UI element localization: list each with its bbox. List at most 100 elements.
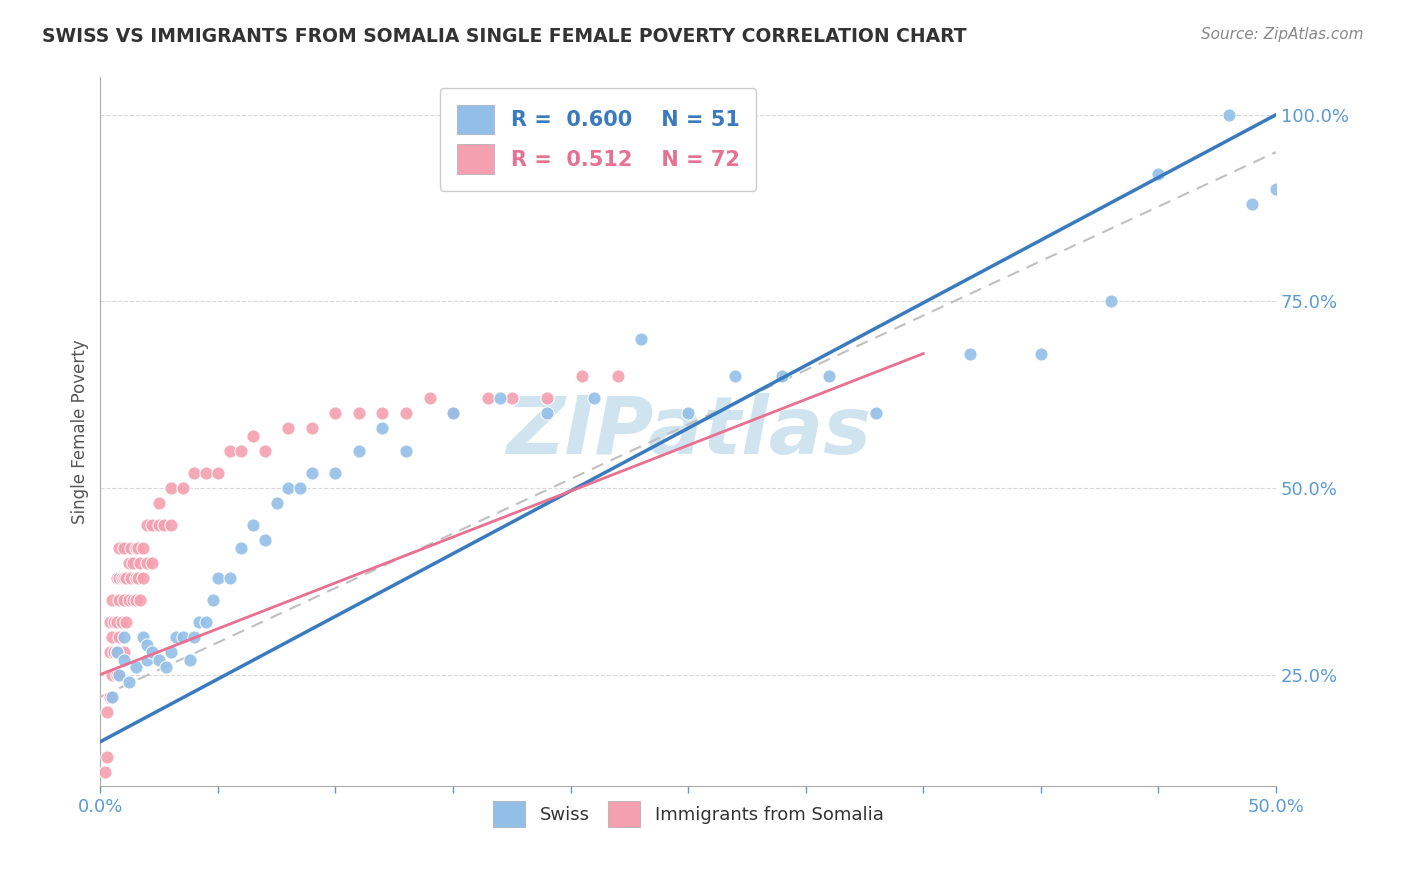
Point bbox=[1265, 182, 1288, 196]
Point bbox=[165, 630, 187, 644]
Point bbox=[112, 652, 135, 666]
Point bbox=[112, 645, 135, 659]
Point bbox=[101, 593, 124, 607]
Point bbox=[160, 481, 183, 495]
Point bbox=[630, 332, 652, 346]
Point bbox=[172, 481, 194, 495]
Point bbox=[131, 570, 153, 584]
Point bbox=[96, 705, 118, 719]
Point bbox=[242, 428, 264, 442]
Point bbox=[155, 660, 177, 674]
Point bbox=[277, 421, 299, 435]
Point bbox=[218, 570, 240, 584]
Point bbox=[101, 667, 124, 681]
Point bbox=[127, 541, 149, 555]
Point bbox=[129, 593, 152, 607]
Point bbox=[110, 570, 132, 584]
Point bbox=[347, 406, 370, 420]
Point bbox=[124, 541, 146, 555]
Point bbox=[818, 369, 841, 384]
Point bbox=[148, 652, 170, 666]
Point bbox=[183, 466, 205, 480]
Point bbox=[583, 392, 606, 406]
Point bbox=[606, 369, 628, 384]
Point bbox=[242, 518, 264, 533]
Point bbox=[101, 630, 124, 644]
Point bbox=[117, 675, 139, 690]
Point bbox=[477, 392, 499, 406]
Point bbox=[124, 570, 146, 584]
Point bbox=[301, 466, 323, 480]
Legend: Swiss, Immigrants from Somalia: Swiss, Immigrants from Somalia bbox=[485, 794, 891, 834]
Point bbox=[108, 570, 131, 584]
Point bbox=[266, 496, 288, 510]
Point bbox=[117, 593, 139, 607]
Point bbox=[148, 518, 170, 533]
Point bbox=[115, 570, 138, 584]
Point bbox=[105, 667, 128, 681]
Point bbox=[141, 518, 163, 533]
Point bbox=[98, 690, 121, 704]
Point bbox=[127, 570, 149, 584]
Point bbox=[108, 593, 131, 607]
Point bbox=[371, 406, 394, 420]
Point bbox=[218, 443, 240, 458]
Point bbox=[136, 518, 159, 533]
Point bbox=[120, 570, 142, 584]
Point bbox=[231, 443, 253, 458]
Point bbox=[103, 645, 125, 659]
Point bbox=[131, 541, 153, 555]
Point bbox=[108, 541, 131, 555]
Point bbox=[108, 630, 131, 644]
Point bbox=[120, 541, 142, 555]
Point bbox=[207, 466, 229, 480]
Point bbox=[724, 369, 747, 384]
Point bbox=[441, 406, 464, 420]
Point bbox=[676, 406, 699, 420]
Point bbox=[277, 481, 299, 495]
Point bbox=[418, 392, 440, 406]
Point bbox=[105, 615, 128, 630]
Point bbox=[96, 749, 118, 764]
Point bbox=[253, 533, 276, 548]
Point bbox=[112, 541, 135, 555]
Point bbox=[129, 556, 152, 570]
Point bbox=[105, 645, 128, 659]
Point bbox=[101, 690, 124, 704]
Point bbox=[112, 570, 135, 584]
Point bbox=[202, 593, 225, 607]
Point bbox=[195, 466, 218, 480]
Point bbox=[441, 406, 464, 420]
Point bbox=[110, 615, 132, 630]
Point bbox=[112, 593, 135, 607]
Point bbox=[136, 638, 159, 652]
Point bbox=[865, 406, 887, 420]
Point bbox=[1218, 108, 1240, 122]
Point bbox=[770, 369, 793, 384]
Point bbox=[141, 645, 163, 659]
Point bbox=[112, 630, 135, 644]
Point bbox=[395, 406, 418, 420]
Point bbox=[1029, 346, 1052, 360]
Point bbox=[122, 556, 145, 570]
Point bbox=[148, 496, 170, 510]
Point bbox=[253, 443, 276, 458]
Point bbox=[136, 556, 159, 570]
Text: SWISS VS IMMIGRANTS FROM SOMALIA SINGLE FEMALE POVERTY CORRELATION CHART: SWISS VS IMMIGRANTS FROM SOMALIA SINGLE … bbox=[42, 27, 967, 45]
Point bbox=[122, 593, 145, 607]
Text: Source: ZipAtlas.com: Source: ZipAtlas.com bbox=[1201, 27, 1364, 42]
Point bbox=[347, 443, 370, 458]
Point bbox=[183, 630, 205, 644]
Point bbox=[160, 645, 183, 659]
Point bbox=[325, 466, 347, 480]
Point bbox=[124, 660, 146, 674]
Point bbox=[501, 392, 523, 406]
Point bbox=[115, 615, 138, 630]
Point bbox=[395, 443, 418, 458]
Point bbox=[536, 406, 558, 420]
Point bbox=[301, 421, 323, 435]
Point bbox=[290, 481, 312, 495]
Point bbox=[172, 630, 194, 644]
Point bbox=[94, 764, 117, 779]
Point bbox=[105, 645, 128, 659]
